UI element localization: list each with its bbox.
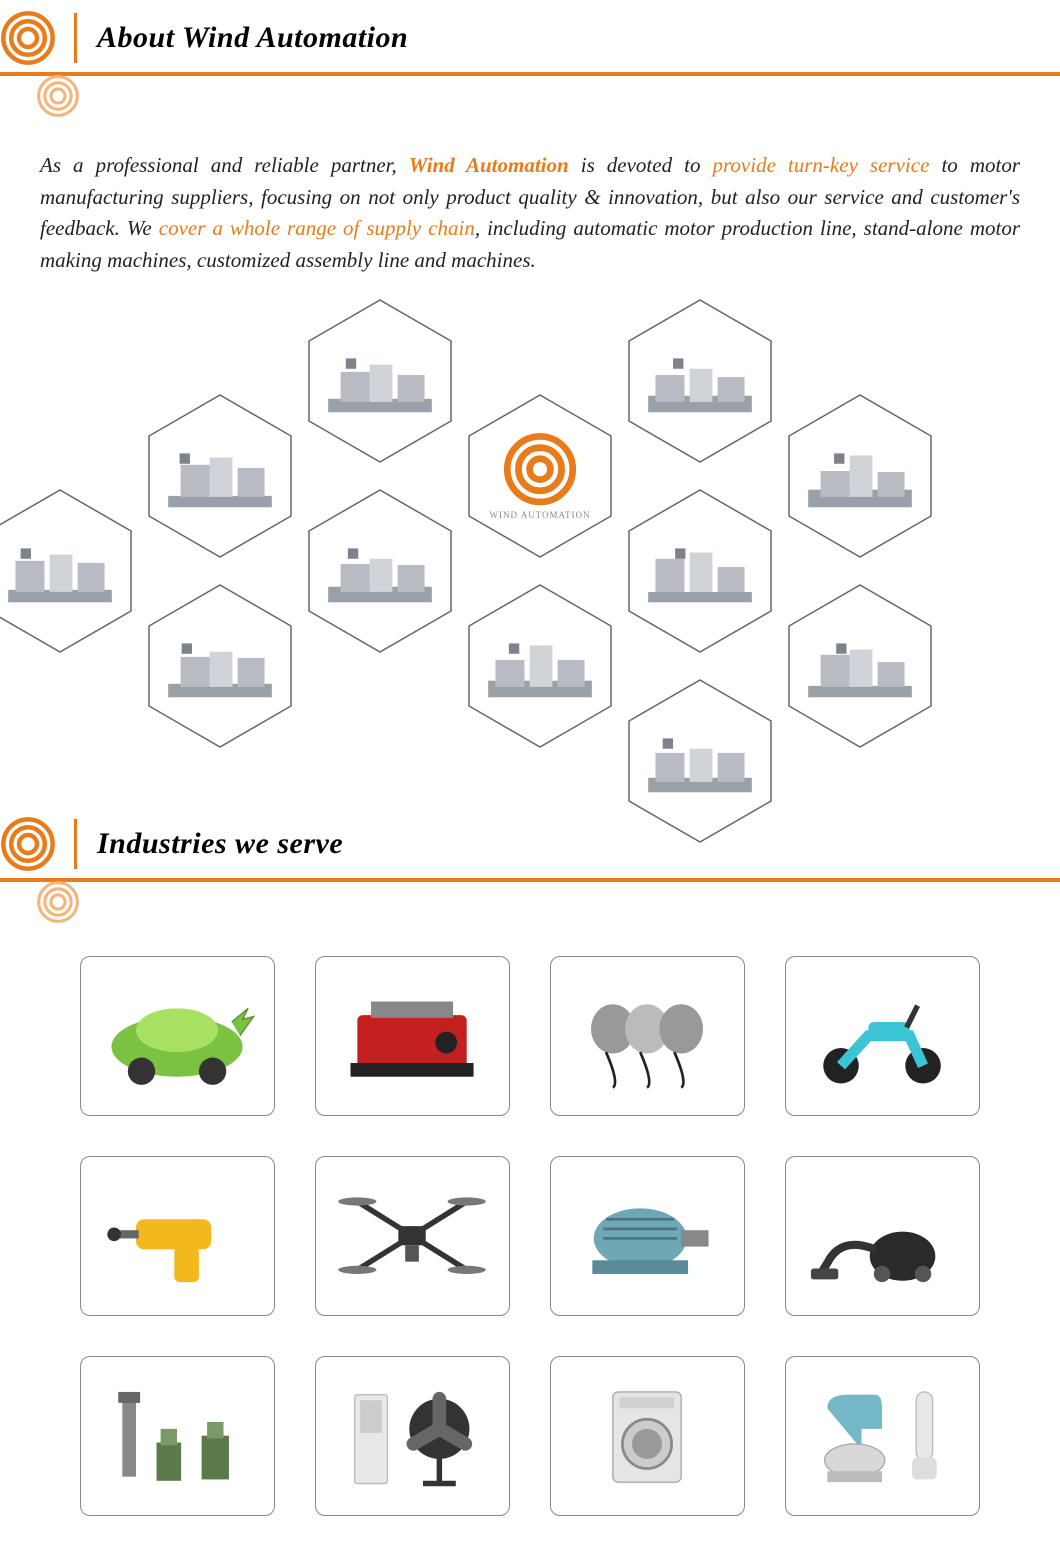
highlight-2: cover a whole range of supply chain [159,216,475,240]
about-title: About Wind Automation [97,21,408,55]
industries-title: Industries we serve [97,827,343,861]
center-logo-icon: WIND AUTOMATION [483,432,597,520]
kitchen-mixer-icon [800,1373,964,1499]
sub-logo-icon [36,880,80,924]
machine-image [643,337,757,425]
industry-card-submersible-pump [80,1356,275,1516]
industry-card-air-conditioner-fan [315,1356,510,1516]
machine-image [323,337,437,425]
para-text: As a professional and reliable partner, [40,153,409,177]
machine-image [803,622,917,710]
para-text: is devoted to [569,153,713,177]
hexagon-cell [785,581,935,751]
submersible-pump-icon [95,1373,259,1499]
industry-card-drone [315,1156,510,1316]
logo-icon [0,10,56,66]
industries-grid [0,926,1060,1556]
logo-icon [0,816,56,872]
hexagon-cell [305,486,455,656]
machine-image [163,432,277,520]
brushless-motors-icon [565,973,729,1099]
hexagon-grid: WIND AUTOMATION [30,296,1030,776]
industries-header: Industries we serve [0,806,1060,872]
generator-icon [330,973,494,1099]
brand-name: Wind Automation [409,153,569,177]
hr-orange [0,878,1060,882]
industry-card-washing-machine [550,1356,745,1516]
industry-card-industrial-motor [550,1156,745,1316]
electric-scooter-icon [800,973,964,1099]
industry-card-kitchen-mixer [785,1356,980,1516]
power-drill-icon [95,1173,259,1299]
hr-orange [0,72,1060,76]
about-paragraph: As a professional and reliable partner, … [0,120,1060,296]
machine-image [643,717,757,805]
hexagon-cell [0,486,135,656]
industry-card-electric-car [80,956,275,1116]
washing-machine-icon [565,1373,729,1499]
machine-image [483,622,597,710]
machine-image [163,622,277,710]
vacuum-cleaner-icon [800,1173,964,1299]
hexagon-cell [785,391,935,561]
industrial-motor-icon [565,1173,729,1299]
machine-image [323,527,437,615]
industry-card-generator [315,956,510,1116]
hexagon-cell [625,486,775,656]
about-header: About Wind Automation [0,0,1060,66]
drone-icon [330,1173,494,1299]
machine-image [803,432,917,520]
industry-card-electric-scooter [785,956,980,1116]
center-logo-label: WIND AUTOMATION [489,510,590,520]
hexagon-cell: WIND AUTOMATION [465,391,615,561]
hexagon-cell [145,391,295,561]
hexagon-cell [145,581,295,751]
hexagon-cell [305,296,455,466]
highlight-1: provide turn-key service [713,153,930,177]
header-divider [74,819,77,869]
hexagon-cell [625,296,775,466]
sub-logo-icon [36,74,80,118]
industry-card-power-drill [80,1156,275,1316]
air-conditioner-fan-icon [330,1373,494,1499]
header-divider [74,13,77,63]
industry-card-brushless-motors [550,956,745,1116]
hexagon-cell [465,581,615,751]
machine-image [643,527,757,615]
machine-image [3,527,117,615]
electric-car-icon [95,973,259,1099]
industry-card-vacuum-cleaner [785,1156,980,1316]
